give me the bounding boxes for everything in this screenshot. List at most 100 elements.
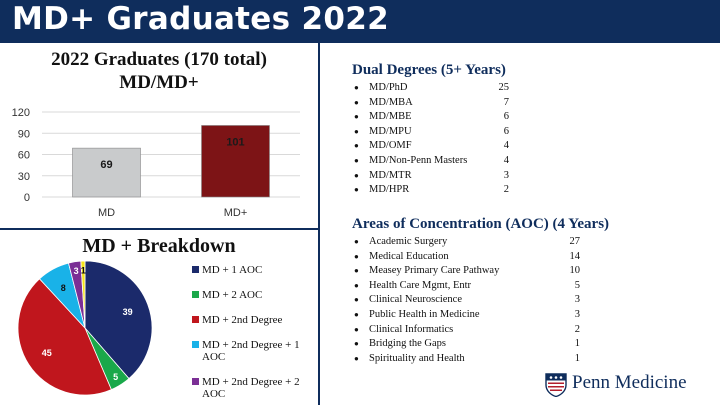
y-tick-label: 90 xyxy=(18,128,30,140)
list-item-value: 4 xyxy=(503,154,509,166)
horizontal-divider xyxy=(0,228,318,230)
list-item-value: 5 xyxy=(574,279,580,291)
bullet-icon: ● xyxy=(354,237,359,246)
y-tick-label: 0 xyxy=(24,192,30,204)
list-item: ● Public Health in Medicine 3 xyxy=(352,308,592,323)
bullet-icon: ● xyxy=(354,112,359,122)
list-item-name: Clinical Neuroscience xyxy=(369,294,463,306)
y-tick-label: 30 xyxy=(18,171,30,183)
aoc-title: Areas of Concentration (AOC) (4 Years) xyxy=(352,216,610,232)
y-tick-label: 120 xyxy=(12,107,30,119)
bar-md xyxy=(72,147,141,198)
legend-label: MD + 1 AOC xyxy=(202,264,263,276)
list-item: ● MD/MBA 7 xyxy=(352,96,592,111)
list-item-value: 14 xyxy=(569,250,581,262)
list-item-value: 3 xyxy=(503,169,509,181)
list-item: ● MD/MBE 6 xyxy=(352,110,592,125)
list-item: ● Bridging the Gaps 1 xyxy=(352,337,592,352)
list-item-value: 3 xyxy=(574,308,580,320)
dual-degrees-list: ● MD/PhD 25 ● MD/MBA 7 ● MD/MBE 6 ● MD/MPU 6 ● MD/OMF… xyxy=(352,81,592,198)
bullet-icon: ● xyxy=(354,295,359,305)
list-item: ● Clinical Neuroscience 3 xyxy=(352,293,592,308)
list-item: ● MD/MTR 3 xyxy=(352,169,592,184)
pie-legend: MD + 1 AOC MD + 2 AOC MD + 2nd Degree MD + … xyxy=(192,264,316,405)
list-item: ● Spirituality and Health 1 xyxy=(352,352,592,367)
list-item: ● MD/Non-Penn Masters 4 xyxy=(352,154,592,169)
list-item-value: 7 xyxy=(503,96,509,108)
legend-label: MD + 2nd Degree xyxy=(202,314,283,326)
list-item-value: 1 xyxy=(574,338,580,350)
legend-label: MD + 2 AOC xyxy=(202,289,263,301)
legend-swatch xyxy=(192,341,199,348)
list-item: ● Health Care Mgmt, Entr 5 xyxy=(352,279,592,294)
bullet-icon: ● xyxy=(354,170,359,180)
bar-md- xyxy=(201,125,270,198)
bullet-icon: ● xyxy=(354,83,359,92)
pie-data-label: 39 xyxy=(123,307,133,317)
list-item-name: MD/HPR xyxy=(369,184,410,196)
list-item-name: MD/Non-Penn Masters xyxy=(369,154,468,166)
pie-slice-5 xyxy=(80,260,86,329)
pie-data-label: 8 xyxy=(61,283,66,293)
legend-item: MD + 2nd Degree + 2 AOC xyxy=(192,376,316,400)
bullet-icon: ● xyxy=(354,251,359,261)
title-bar: MD+ Graduates 2022 xyxy=(0,0,720,43)
list-item-value: 2 xyxy=(503,184,509,196)
list-item-name: Clinical Informatics xyxy=(369,323,454,335)
list-item-name: MD/MTR xyxy=(369,169,412,181)
bullet-icon: ● xyxy=(354,126,359,136)
list-item-name: Spirituality and Health xyxy=(369,352,465,364)
list-item-name: Medical Education xyxy=(369,250,449,262)
bullet-icon: ● xyxy=(354,353,359,363)
bar-data-label: 69 xyxy=(100,159,112,171)
legend-label: MD + 2nd Degree + 2 AOC xyxy=(202,376,300,400)
bar-data-label: 101 xyxy=(226,136,244,148)
x-category-label: MD xyxy=(98,207,115,219)
legend-item: MD + 2nd Degree xyxy=(192,314,316,326)
list-item-name: MD/OMF xyxy=(369,140,412,152)
bullet-icon: ● xyxy=(354,339,359,349)
list-item-name: MD/MPU xyxy=(369,125,412,137)
legend-swatch xyxy=(192,266,199,273)
y-tick-label: 60 xyxy=(18,150,30,162)
legend-label: MD + 2nd Degree + 1 AOC xyxy=(202,339,300,363)
legend-item: MD + 2 AOC xyxy=(192,289,316,301)
pie-data-label: 3 xyxy=(74,266,79,276)
bullet-icon: ● xyxy=(354,141,359,151)
list-item-value: 6 xyxy=(503,125,509,137)
bullet-icon: ● xyxy=(354,266,359,276)
list-item-name: MD/MBA xyxy=(369,96,413,108)
logo-text: Penn Medicine xyxy=(572,372,687,393)
bar-chart-title-line2: MD/MD+ xyxy=(119,72,199,93)
bullet-icon: ● xyxy=(354,309,359,319)
legend-swatch xyxy=(192,378,199,385)
vertical-divider xyxy=(318,43,320,405)
list-item-name: MD/PhD xyxy=(369,82,408,93)
bullet-icon: ● xyxy=(354,280,359,290)
aoc-list: ● Academic Surgery 27 ● Medical Education 14 ●… xyxy=(352,235,592,366)
list-item: ● Measey Primary Care Pathway 10 xyxy=(352,264,592,279)
list-item-value: 25 xyxy=(498,82,510,93)
list-item-name: Public Health in Medicine xyxy=(369,308,480,320)
slide-title: MD+ Graduates 2022 xyxy=(12,1,389,37)
list-item-value: 6 xyxy=(503,111,509,123)
penn-shield-icon xyxy=(545,373,567,397)
dual-degrees-title: Dual Degrees (5+ Years) xyxy=(352,62,506,78)
list-item-name: MD/MBE xyxy=(369,111,412,123)
list-item: ● Medical Education 14 xyxy=(352,250,592,265)
list-item-name: Academic Surgery xyxy=(369,236,448,247)
pie-data-label: 45 xyxy=(42,348,52,358)
bar-chart: 0 30 60 90 120 69 MD 101 MD+ xyxy=(12,107,300,219)
bar-chart-title: 2022 Graduates (170 total) MD/MD+ xyxy=(0,48,318,94)
bullet-icon: ● xyxy=(354,185,359,195)
legend-item: MD + 2nd Degree + 1 AOC xyxy=(192,339,316,363)
legend-swatch xyxy=(192,291,199,298)
list-item: ● MD/MPU 6 xyxy=(352,125,592,140)
pie-chart-title: MD + Breakdown xyxy=(82,235,236,257)
list-item: ● MD/PhD 25 xyxy=(352,81,592,96)
list-item-value: 27 xyxy=(569,236,581,247)
pie-chart: 39 5 45 83 1 xyxy=(17,260,153,396)
legend-swatch xyxy=(192,316,199,323)
pie-slice-0 xyxy=(84,260,153,380)
list-item: ● MD/OMF 4 xyxy=(352,139,592,154)
